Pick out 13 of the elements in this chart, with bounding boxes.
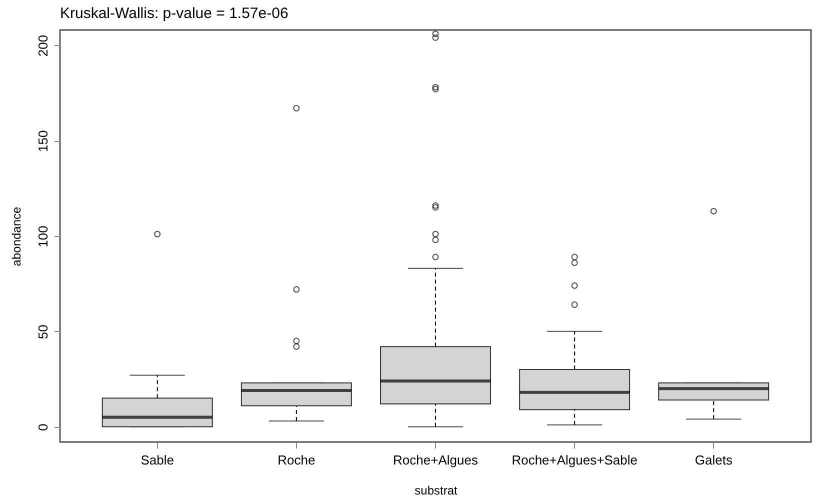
x-tick-label: Sable <box>140 452 174 468</box>
y-axis-title: abondance <box>10 206 24 266</box>
y-tick-label: 200 <box>36 34 50 57</box>
chart-title: Kruskal-Wallis: p-value = 1.57e-06 <box>60 5 288 22</box>
y-tick-label: 100 <box>36 226 50 248</box>
x-axis-title: substrat <box>414 484 458 498</box>
x-tick-label: Galets <box>694 452 733 468</box>
y-tick-label: 0 <box>36 424 50 431</box>
x-tick-label: Roche <box>278 452 316 468</box>
x-tick-label: Roche+Algues+Sable <box>512 452 638 468</box>
x-tick-label: Roche+Algues <box>393 452 478 468</box>
y-tick-label: 150 <box>36 130 50 152</box>
y-tick-label: 50 <box>36 324 50 340</box>
